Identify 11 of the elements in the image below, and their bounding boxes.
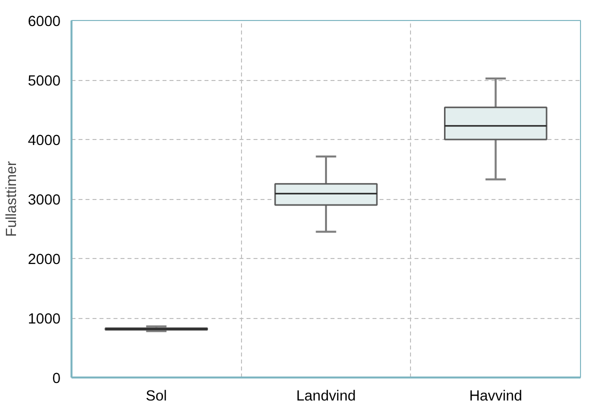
y-tick-label: 2000 bbox=[28, 252, 61, 268]
x-tick-label: Sol bbox=[146, 388, 167, 404]
x-tick-label: Landvind bbox=[296, 388, 356, 404]
y-axis-title: Fullasttimer bbox=[4, 161, 20, 237]
x-tick-label: Havvind bbox=[469, 388, 522, 404]
y-tick-label: 5000 bbox=[28, 74, 61, 90]
y-tick-label: 4000 bbox=[28, 133, 61, 149]
y-tick-label: 1000 bbox=[28, 312, 61, 328]
y-tick-label: 0 bbox=[52, 371, 61, 387]
y-tick-label: 6000 bbox=[28, 14, 61, 30]
y-tick-label: 3000 bbox=[28, 192, 61, 208]
